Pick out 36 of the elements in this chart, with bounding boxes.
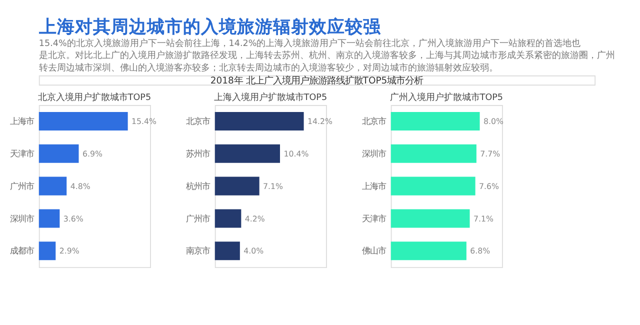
y-tick-label: 广州市	[186, 213, 210, 224]
bar	[214, 112, 304, 130]
bar	[390, 242, 466, 260]
bar	[390, 209, 470, 228]
text: 2018年 北上广入境用户旅游路线扩散TOP5城市分析	[210, 76, 424, 87]
y-tick-label: 广州市	[10, 180, 34, 191]
bar	[214, 209, 242, 228]
y-tick-label: 杭州市	[184, 180, 210, 191]
bar	[38, 112, 128, 130]
y-tick-label: 佛山市	[362, 246, 386, 256]
chart-title: 北京入境用户扩散城市TOP5	[38, 92, 152, 103]
y-tick-label: 南京市	[186, 246, 210, 256]
bar	[38, 209, 60, 228]
bar	[38, 242, 56, 260]
text: 15.4%的北京入境旅游用户下一站会前往上海，14.2%的上海入境旅游用户下一站会前往北京，广州入境旅游用户下一站旅程的首选地也是北京。对比北上广的入境用户旅游扩散路径发现，上海转去苏州、杭州、南京的入境游客较多，上海与其周边城市形成关系紧密的旅游圈，广州转去周边城市深圳、佛山的入境游客亦较多；北京转去周边城市的入境游客较少，对周边城市的旅游辐射效应较弱。	[38, 38, 615, 74]
y-tick-label: 上海市	[362, 180, 386, 191]
bar	[390, 112, 480, 130]
bar	[38, 176, 67, 196]
text: 上海对其周边城市的入境旅游辐射效应较强	[38, 16, 382, 38]
chart-title: 上海入境用户扩散城市TOP5	[214, 92, 328, 103]
bar	[390, 144, 476, 163]
y-tick-label: 深圳市	[362, 148, 386, 158]
y-tick-label: 上海市	[10, 116, 34, 126]
y-tick-label: 深圳市	[10, 213, 34, 224]
y-tick-label: 北京市	[362, 116, 386, 126]
bar	[390, 176, 476, 196]
bar	[38, 144, 79, 163]
y-tick-label: 天津市	[10, 148, 34, 158]
y-tick-label: 天津市	[362, 213, 386, 224]
bar	[214, 242, 240, 260]
chart-title: 广州入境用户扩散城市TOP5	[390, 92, 504, 103]
bar	[214, 144, 280, 163]
y-tick-label: 北京市	[186, 116, 210, 126]
y-tick-label: 苏州市	[186, 148, 210, 158]
y-tick-label: 成都市	[10, 246, 34, 256]
bar	[214, 176, 260, 196]
